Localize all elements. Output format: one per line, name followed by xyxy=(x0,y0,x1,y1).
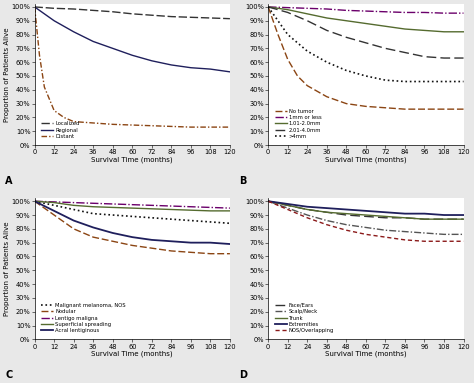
Legend: No tumor, 1mm or less, 1.01-2.0mm, 2.01-4.0mm, >4mm: No tumor, 1mm or less, 1.01-2.0mm, 2.01-… xyxy=(273,106,323,141)
Text: A: A xyxy=(5,176,13,186)
Y-axis label: Proportion of Patients Alive: Proportion of Patients Alive xyxy=(4,222,10,316)
Legend: Face/Ears, Scalp/Neck, Trunk, Extremities, NOS/Overlapping: Face/Ears, Scalp/Neck, Trunk, Extremitie… xyxy=(273,301,336,335)
Text: B: B xyxy=(239,176,246,186)
X-axis label: Survival Time (months): Survival Time (months) xyxy=(325,157,407,163)
Legend: Malignant melanoma, NOS, Nodular, Lentigo maligna, Superficial spreading, Acral : Malignant melanoma, NOS, Nodular, Lentig… xyxy=(39,301,128,335)
Text: C: C xyxy=(5,370,12,380)
Text: D: D xyxy=(239,370,247,380)
Legend: Localized, Regional, Distant: Localized, Regional, Distant xyxy=(39,119,82,141)
Y-axis label: Proportion of Patients Alive: Proportion of Patients Alive xyxy=(4,27,10,122)
X-axis label: Survival Time (months): Survival Time (months) xyxy=(325,351,407,357)
X-axis label: Survival Time (months): Survival Time (months) xyxy=(91,157,173,163)
X-axis label: Survival Time (months): Survival Time (months) xyxy=(91,351,173,357)
